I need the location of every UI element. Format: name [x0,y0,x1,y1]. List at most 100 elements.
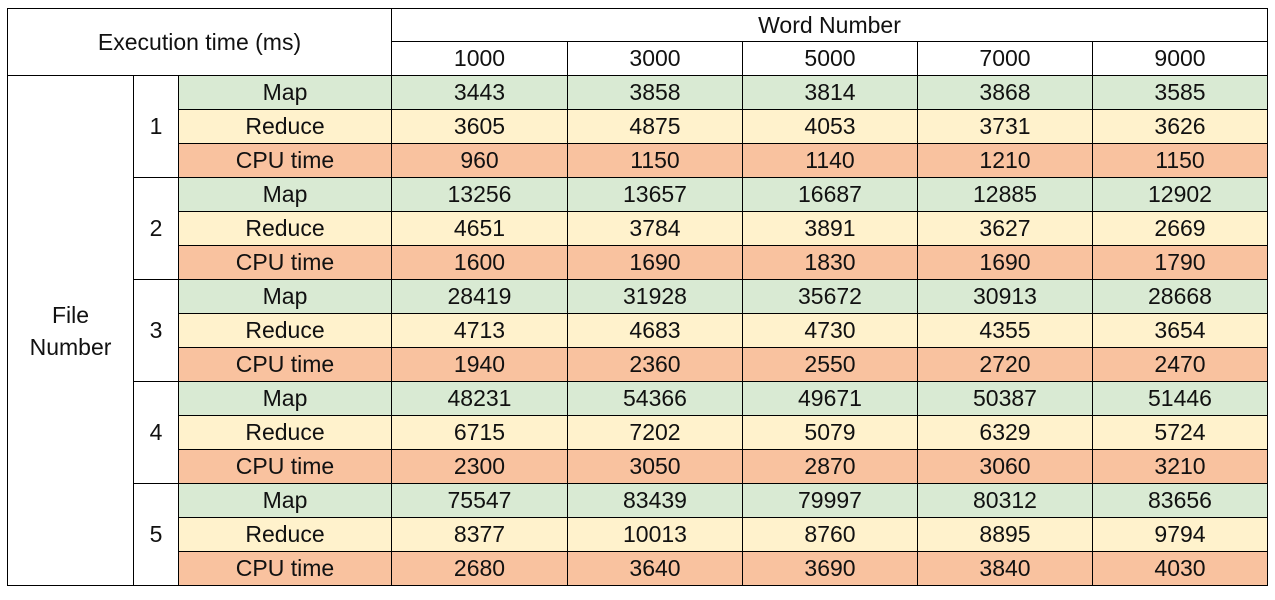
column-header-1000: 1000 [391,41,568,76]
table-row: Reduce 3605 4875 4053 3731 3626 [8,109,1268,144]
value-cell: 75547 [391,483,568,518]
value-cell: 54366 [567,381,743,416]
value-cell: 8895 [917,517,1093,552]
file-number-cell: 5 [133,483,179,586]
value-cell: 1830 [742,245,918,280]
value-cell: 4713 [391,313,568,348]
value-cell: 6715 [391,415,568,450]
value-cell: 4730 [742,313,918,348]
table-row: Reduce 6715 7202 5079 6329 5724 [8,415,1268,450]
value-cell: 3060 [917,449,1093,484]
metric-label-cpu-time: CPU time [178,245,392,280]
metric-label-reduce: Reduce [178,415,392,450]
value-cell: 49671 [742,381,918,416]
value-cell: 2669 [1092,211,1268,246]
value-cell: 3627 [917,211,1093,246]
value-cell: 3654 [1092,313,1268,348]
table-row: 2 Map 13256 13657 16687 12885 12902 [8,177,1268,280]
value-cell: 1790 [1092,245,1268,280]
value-cell: 1150 [1092,143,1268,178]
value-cell: 1210 [917,143,1093,178]
value-cell: 3840 [917,551,1093,586]
value-cell: 3605 [391,109,568,144]
value-cell: 1140 [742,143,918,178]
column-group-label: Word Number [391,8,1268,42]
value-cell: 2680 [391,551,568,586]
value-cell: 3690 [742,551,918,586]
value-cell: 51446 [1092,381,1268,416]
value-cell: 1940 [391,347,568,382]
value-cell: 12902 [1092,177,1268,212]
metric-label-map: Map [178,483,392,518]
value-cell: 5724 [1092,415,1268,450]
metric-label-reduce: Reduce [178,211,392,246]
table-row: Reduce 4651 3784 3891 3627 2669 [8,211,1268,246]
value-cell: 1150 [567,143,743,178]
value-cell: 48231 [391,381,568,416]
value-cell: 2870 [742,449,918,484]
value-cell: 3814 [742,75,918,110]
value-cell: 12885 [917,177,1093,212]
column-header-7000: 7000 [917,41,1093,76]
value-cell: 10013 [567,517,743,552]
value-cell: 2300 [391,449,568,484]
metric-label-cpu-time: CPU time [178,347,392,382]
table-row: CPU time 2300 3050 2870 3060 3210 [8,449,1268,484]
value-cell: 3731 [917,109,1093,144]
metric-label-reduce: Reduce [178,109,392,144]
table-row: File Number 1 Map 3443 3858 3814 3868 3585 [7,75,1268,586]
table-body: Execution time (ms) Word Number 1000 3000… [7,8,1268,586]
value-cell: 3891 [742,211,918,246]
value-cell: 8377 [391,517,568,552]
value-cell: 80312 [917,483,1093,518]
value-cell: 3858 [567,75,743,110]
metric-label-map: Map [178,381,392,416]
value-cell: 3784 [567,211,743,246]
table-row: CPU time 960 1150 1140 1210 1150 [8,143,1268,178]
value-cell: 6329 [917,415,1093,450]
row-group-label: File Number [7,75,134,586]
file-number-cell: 4 [133,381,179,484]
value-cell: 1690 [917,245,1093,280]
table-row: 4 Map 48231 54366 49671 50387 51446 [8,381,1268,484]
column-header-3000: 3000 [567,41,743,76]
value-cell: 3640 [567,551,743,586]
value-cell: 30913 [917,279,1093,314]
value-cell: 4355 [917,313,1093,348]
metric-label-cpu-time: CPU time [178,551,392,586]
header-row-top: Execution time (ms) Word Number [7,8,1268,76]
value-cell: 3868 [917,75,1093,110]
value-cell: 8760 [742,517,918,552]
value-cell: 2360 [567,347,743,382]
column-header-9000: 9000 [1092,41,1268,76]
table-row: Reduce 4713 4683 4730 4355 3654 [8,313,1268,348]
table-row: Reduce 8377 10013 8760 8895 9794 [8,517,1268,552]
value-cell: 28419 [391,279,568,314]
value-cell: 2720 [917,347,1093,382]
value-cell: 4683 [567,313,743,348]
metric-label-map: Map [178,279,392,314]
value-cell: 79997 [742,483,918,518]
value-cell: 3050 [567,449,743,484]
value-cell: 3626 [1092,109,1268,144]
metric-label-reduce: Reduce [178,517,392,552]
value-cell: 4053 [742,109,918,144]
metric-label-reduce: Reduce [178,313,392,348]
corner-label: Execution time (ms) [7,8,392,76]
table-row: CPU time 2680 3640 3690 3840 4030 [8,551,1268,586]
metric-label-cpu-time: CPU time [178,143,392,178]
value-cell: 83656 [1092,483,1268,518]
value-cell: 7202 [567,415,743,450]
value-cell: 4651 [391,211,568,246]
value-cell: 960 [391,143,568,178]
column-header-5000: 5000 [742,41,918,76]
table-row: 3 Map 28419 31928 35672 30913 28668 [8,279,1268,382]
table-row: CPU time 1600 1690 1830 1690 1790 [8,245,1268,280]
metric-label-map: Map [178,75,392,110]
value-cell: 3585 [1092,75,1268,110]
value-cell: 4875 [567,109,743,144]
table-row: 5 Map 75547 83439 79997 80312 83656 [8,483,1268,586]
value-cell: 1690 [567,245,743,280]
value-cell: 3210 [1092,449,1268,484]
value-cell: 35672 [742,279,918,314]
